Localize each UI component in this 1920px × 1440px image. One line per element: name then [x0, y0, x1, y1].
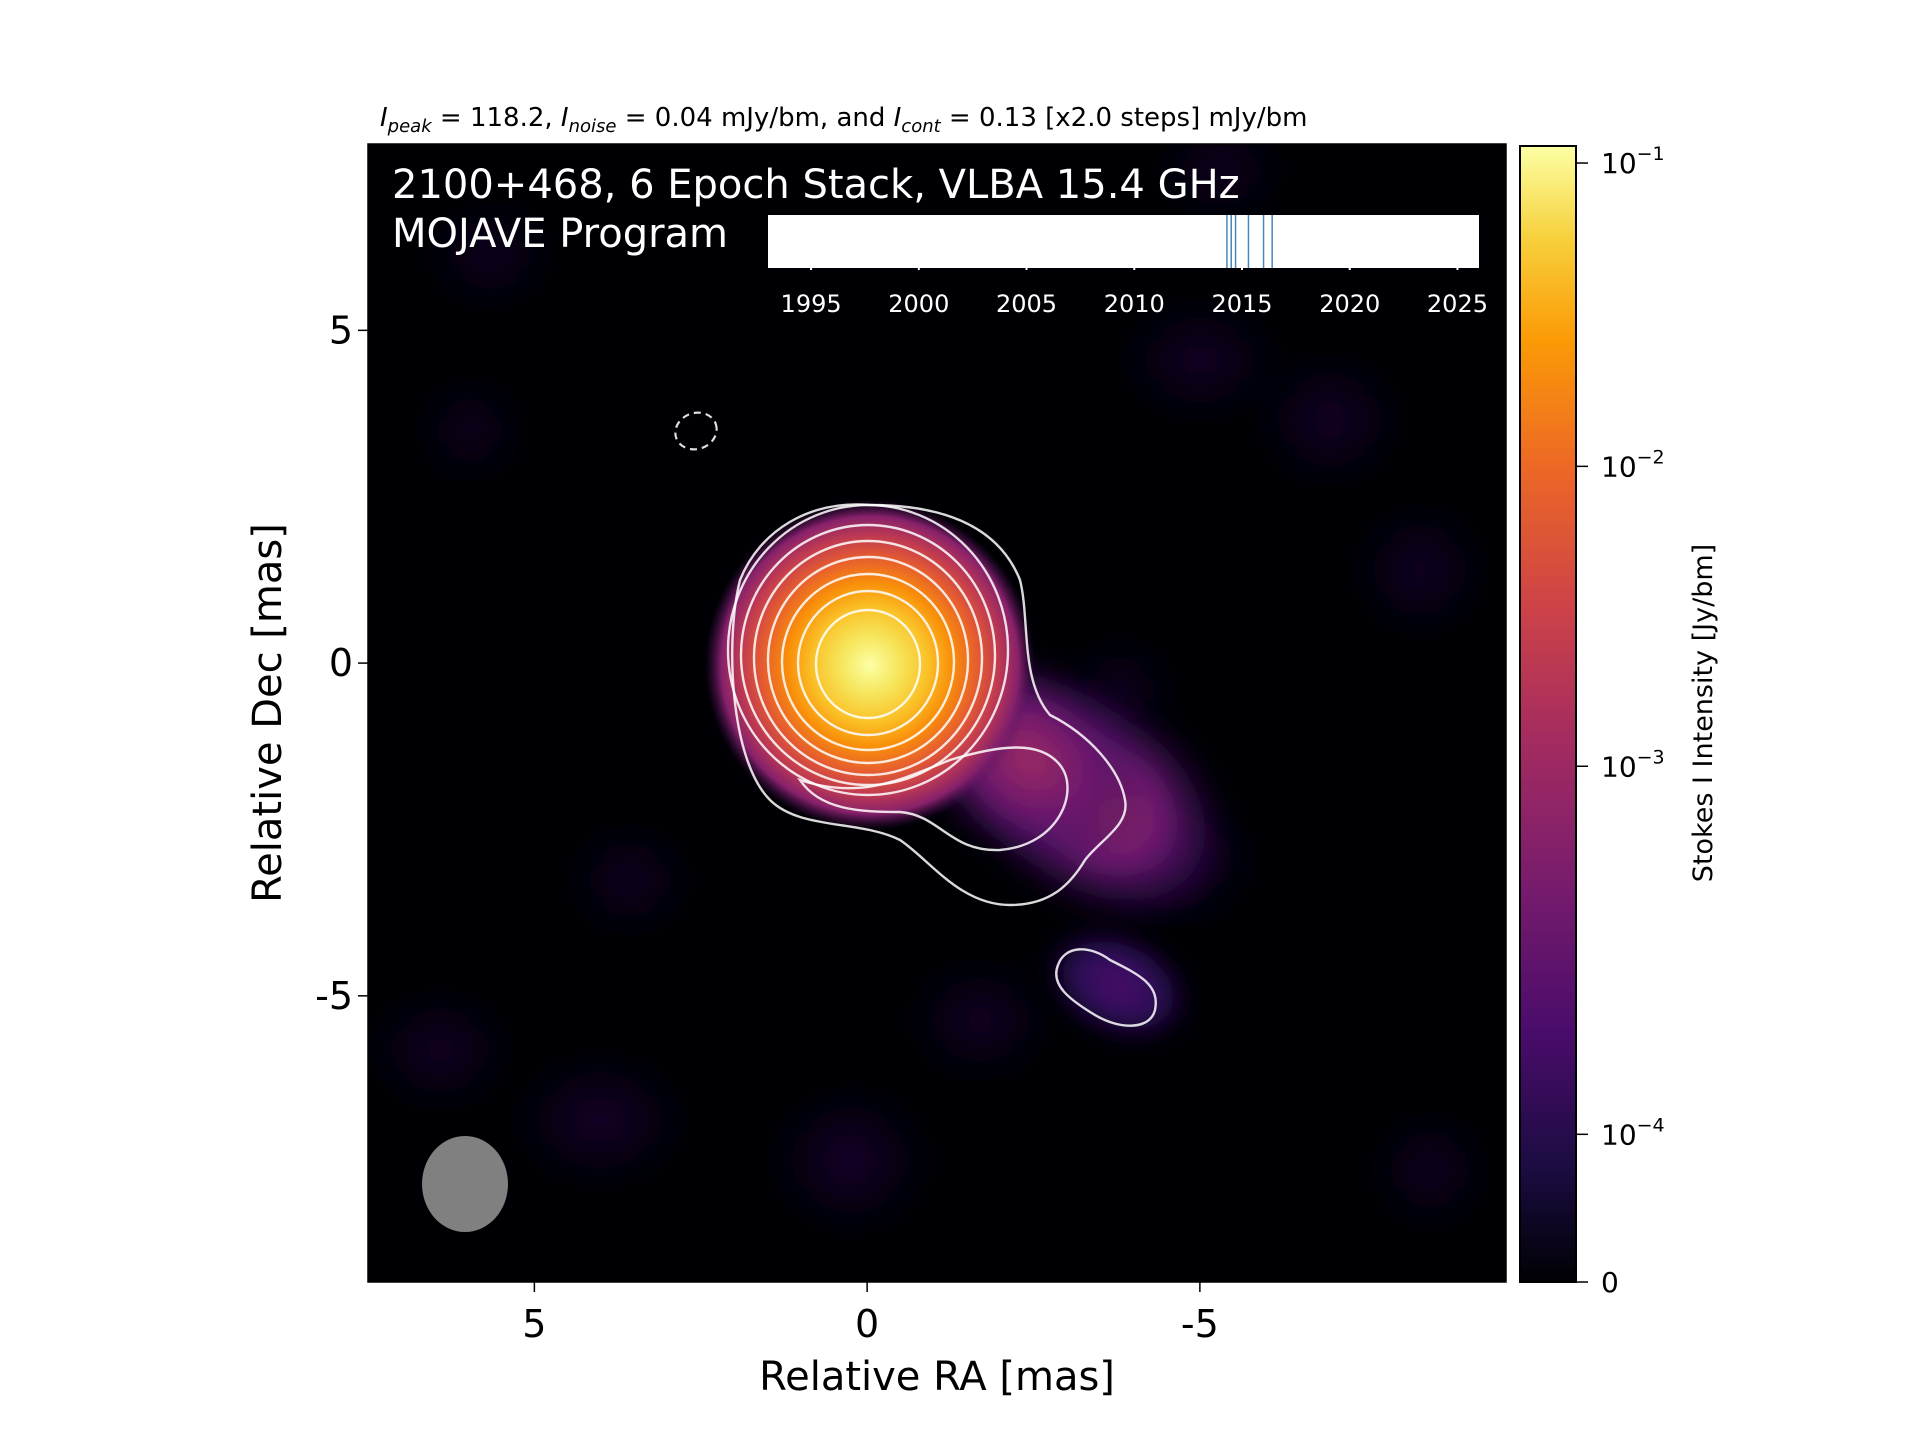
timeline-tick-label: 2020: [1319, 290, 1380, 318]
contour-core-7: [814, 608, 922, 720]
colorbar-tick-label: 10−1: [1601, 143, 1665, 180]
colorbar-tick-label: 10−2: [1601, 446, 1665, 483]
colorbar-frame: [1519, 145, 1577, 1283]
epoch-timeline: 1995 2000 2005 2010 2015 2020 2025: [768, 215, 1488, 318]
contour-outer: [731, 503, 1127, 907]
colorbar-tick-label: 10−3: [1601, 746, 1665, 783]
intensity-map: [368, 144, 1506, 1282]
timeline-box: [768, 215, 1479, 268]
colorbar-tick-label: 10−4: [1601, 1114, 1665, 1151]
beam-ellipse: [422, 1136, 508, 1232]
header-stats: Ipeak = 118.2, Inoise = 0.04 mJy/bm, and…: [380, 103, 1307, 137]
contour-core-1: [726, 503, 1010, 797]
timeline-tick-label: 1995: [781, 290, 842, 318]
colorbar: [1520, 146, 1576, 1282]
core-emission: [705, 500, 1035, 830]
map-title: 2100+468, 6 Epoch Stack, VLBA 15.4 GHz: [392, 162, 1240, 208]
contour-core-4: [766, 555, 970, 765]
map-frame: [367, 143, 1507, 1283]
y-tick-label: -5: [315, 974, 353, 1018]
x-axis: 5 0 -5: [522, 1282, 1219, 1346]
y-axis-label: Relative Dec [mas]: [245, 523, 291, 903]
colorbar-tick-label: 0: [1601, 1266, 1619, 1299]
timeline-tick-label: 2005: [996, 290, 1057, 318]
x-axis-label: Relative RA [mas]: [759, 1354, 1115, 1400]
colorbar-label: Stokes I Intensity [Jy/bm]: [1688, 544, 1719, 882]
y-axis: 5 0 -5: [315, 308, 368, 1018]
timeline-tick-label: 2010: [1104, 290, 1165, 318]
contour-core-6: [796, 589, 940, 737]
x-tick-label: 0: [855, 1302, 879, 1346]
x-tick-label: -5: [1181, 1302, 1219, 1346]
timeline-tick-label: 2000: [888, 290, 949, 318]
contour-blob: [1055, 948, 1157, 1027]
colorbar-ticks: 10−1 10−2 10−3 10−4 0: [1576, 143, 1665, 1299]
faint-emission: [370, 144, 1480, 1230]
timeline-tick-label: 2015: [1211, 290, 1272, 318]
y-tick-label: 0: [329, 641, 353, 685]
contours: [726, 503, 1157, 1027]
contour-core-2: [739, 523, 997, 787]
contour-core-5: [780, 572, 956, 752]
negative-contour: [674, 411, 718, 451]
contour-core-3: [752, 539, 984, 777]
x-tick-label: 5: [522, 1302, 546, 1346]
map-subtitle: MOJAVE Program: [392, 211, 728, 257]
y-tick-label: 5: [329, 308, 353, 352]
timeline-tick-label: 2025: [1427, 290, 1488, 318]
